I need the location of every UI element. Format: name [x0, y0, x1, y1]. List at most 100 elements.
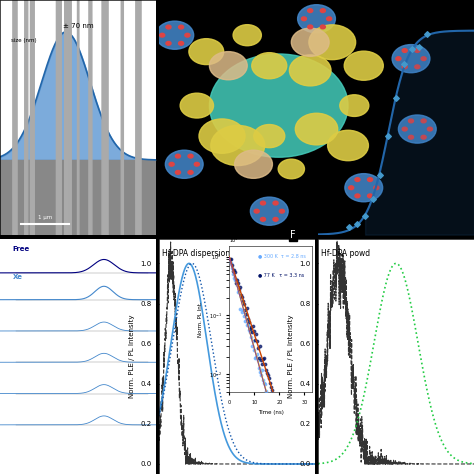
Circle shape: [349, 186, 354, 190]
Circle shape: [69, 0, 71, 474]
Point: [384, 132, 392, 139]
Circle shape: [189, 39, 224, 64]
Circle shape: [308, 25, 313, 29]
Circle shape: [367, 194, 373, 198]
Circle shape: [211, 126, 264, 165]
Circle shape: [160, 33, 164, 37]
Circle shape: [345, 173, 383, 202]
Circle shape: [374, 186, 379, 190]
PL (solid): [172, 313, 178, 319]
Text: size (nm): size (nm): [10, 38, 36, 43]
Y-axis label: Norm. PLE / PL Intensity: Norm. PLE / PL Intensity: [288, 315, 293, 399]
Circle shape: [180, 93, 213, 118]
PL (solid): [281, 461, 286, 467]
Circle shape: [273, 201, 278, 205]
PL (dotted): [172, 324, 178, 330]
Circle shape: [428, 127, 432, 131]
Circle shape: [260, 201, 265, 205]
PL (solid): [278, 461, 283, 467]
Circle shape: [136, 0, 141, 474]
Circle shape: [166, 41, 171, 45]
Point: [346, 223, 353, 231]
PL (dotted): [225, 424, 231, 430]
Circle shape: [328, 130, 368, 161]
Circle shape: [260, 218, 265, 221]
Circle shape: [402, 127, 407, 131]
PLE: [219, 461, 225, 467]
PL (dotted): [156, 413, 162, 419]
Circle shape: [340, 95, 369, 117]
Circle shape: [278, 159, 304, 179]
PL (solid): [312, 461, 318, 467]
Circle shape: [320, 9, 325, 12]
Point: [369, 195, 376, 202]
Circle shape: [415, 65, 420, 69]
Circle shape: [402, 65, 407, 69]
PL (solid): [264, 461, 269, 467]
Circle shape: [309, 25, 356, 60]
Circle shape: [392, 45, 430, 73]
Circle shape: [13, 0, 17, 474]
Circle shape: [210, 54, 348, 157]
PLE: [281, 461, 287, 467]
Circle shape: [188, 171, 193, 174]
PL (dotted): [312, 461, 318, 467]
Circle shape: [175, 154, 181, 158]
Text: ± 70 nm: ± 70 nm: [63, 23, 93, 29]
Circle shape: [292, 28, 329, 56]
Circle shape: [185, 33, 190, 37]
Circle shape: [252, 53, 287, 79]
Circle shape: [64, 0, 69, 474]
Circle shape: [77, 0, 79, 474]
Circle shape: [320, 25, 325, 29]
Circle shape: [409, 119, 413, 123]
Circle shape: [308, 9, 313, 12]
Circle shape: [279, 210, 284, 213]
PLE: [278, 461, 284, 467]
PLE: [168, 239, 173, 245]
Point: [392, 94, 400, 102]
Circle shape: [194, 163, 200, 166]
PLE: [156, 437, 162, 442]
Circle shape: [165, 150, 203, 178]
Circle shape: [169, 163, 174, 166]
Point: [416, 44, 423, 51]
Circle shape: [421, 135, 426, 139]
Text: Hf-DPA powd: Hf-DPA powd: [321, 249, 370, 258]
Text: Hf-DPA dispersion: Hf-DPA dispersion: [162, 249, 230, 258]
PLE: [225, 461, 231, 467]
Circle shape: [254, 125, 285, 148]
Point: [408, 45, 415, 53]
Text: Free: Free: [12, 246, 30, 252]
Circle shape: [421, 119, 426, 123]
Line: PL (dotted): PL (dotted): [159, 264, 315, 464]
PL (dotted): [278, 461, 283, 467]
Circle shape: [30, 0, 34, 474]
Circle shape: [344, 51, 383, 80]
PL (solid): [156, 411, 162, 417]
Circle shape: [415, 49, 420, 53]
Point: [353, 220, 361, 228]
Circle shape: [179, 25, 183, 29]
Circle shape: [327, 17, 332, 21]
Circle shape: [235, 150, 273, 178]
Text: F: F: [290, 230, 296, 240]
Circle shape: [25, 0, 28, 474]
PLE: [183, 461, 189, 467]
Circle shape: [355, 178, 360, 182]
Point: [361, 212, 369, 219]
PL (solid): [186, 261, 192, 266]
PL (solid): [225, 442, 231, 447]
Circle shape: [421, 57, 426, 61]
Text: 1 μm: 1 μm: [38, 215, 52, 219]
Line: PLE: PLE: [159, 242, 315, 464]
Circle shape: [199, 119, 245, 153]
Point: [400, 60, 408, 67]
Bar: [0, 160, 156, 235]
Circle shape: [89, 0, 91, 474]
Circle shape: [254, 210, 259, 213]
Circle shape: [290, 55, 331, 86]
Circle shape: [399, 115, 436, 143]
Circle shape: [295, 113, 338, 145]
Point: [423, 30, 431, 38]
